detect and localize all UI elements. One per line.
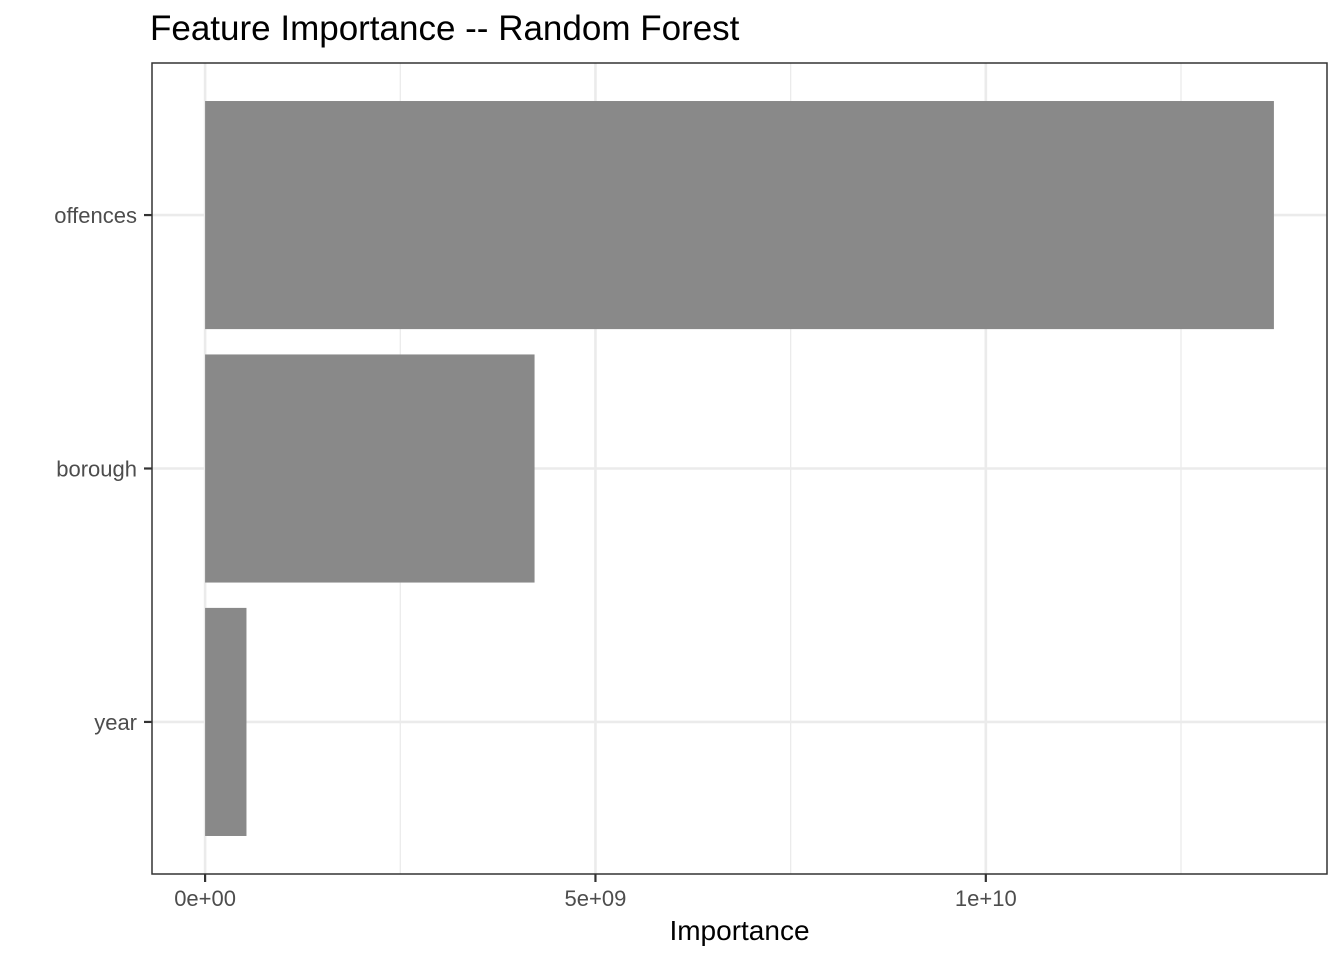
bars xyxy=(205,101,1274,836)
y-tick-label-borough: borough xyxy=(56,457,137,482)
x-tick-label: 1e+10 xyxy=(955,886,1017,911)
x-tick-label: 0e+00 xyxy=(174,886,236,911)
y-tick-label-year: year xyxy=(94,710,137,735)
bar-offences xyxy=(205,101,1274,330)
axes: offences borough year 0e+00 5e+09 1e+10 xyxy=(54,203,1017,911)
y-tick-label-offences: offences xyxy=(54,203,137,228)
chart-title: Feature Importance -- Random Forest xyxy=(150,9,740,48)
x-axis-title: Importance xyxy=(669,915,809,946)
bar-year xyxy=(205,607,247,836)
x-tick-label: 5e+09 xyxy=(565,886,627,911)
bar-borough xyxy=(205,354,535,583)
